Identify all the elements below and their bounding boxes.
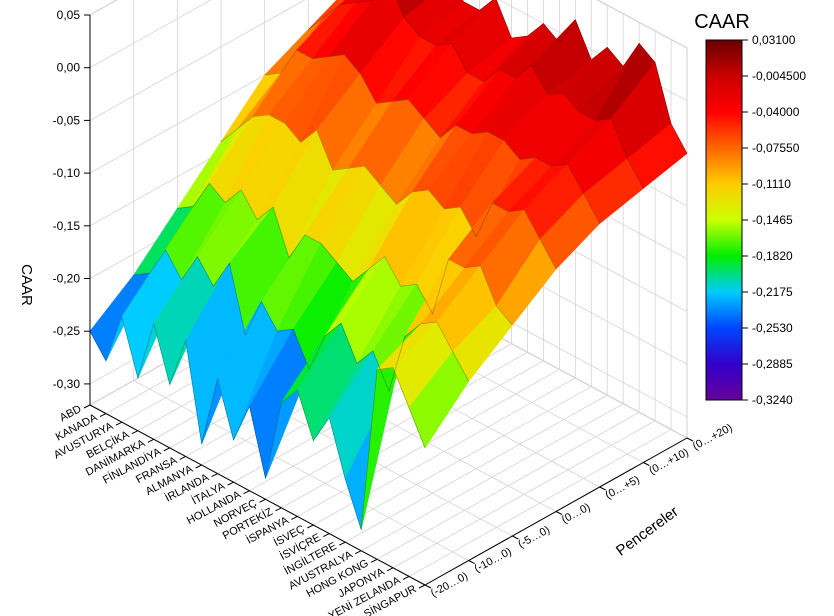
z-tick-label: -0,15 [53,219,81,233]
colorbar-tick-label: -0,2885 [752,357,793,371]
surface-patch [408,351,470,449]
surface-mesh-line [308,0,644,189]
window-tick-label: (0…+20) [691,422,735,453]
colorbar-tick-label: -0,1110 [752,177,791,191]
colorbar-title: CAAR [694,11,750,33]
colorbar-gradient [705,39,743,401]
colorbar-tick-label: -0,1465 [752,213,793,227]
surface-mesh-line [264,49,600,224]
z-tick-label: 0,05 [57,8,81,22]
colorbar-tick-label: -0,1820 [752,249,793,263]
colorbar-tick-label: -0,004500 [752,69,806,83]
colorbar-tick-label: -0,2530 [752,321,793,335]
surface-plot [89,0,688,531]
z-tick-label: -0,25 [53,324,81,338]
z-tick-label: 0,00 [57,61,81,75]
surface-mesh-line [89,315,426,530]
z-axis-title: CAAR [18,264,35,306]
colorbar-tick-label: -0,07550 [752,141,800,155]
z-tick-label: -0,30 [53,377,81,391]
colorbar-tick-label: -0,2175 [752,285,793,299]
z-tick-label: -0,10 [53,166,81,180]
colorbar-tick-label: 0,03100 [752,33,796,47]
z-tick-label: -0,20 [53,272,81,286]
surface-mesh-line [133,249,469,393]
colorbar-tick-label: -0,3240 [752,393,793,407]
surface-mesh-line [461,0,688,154]
colorbar-tick-label: -0,04000 [752,105,800,119]
surface-mesh-line [220,114,557,270]
surface-mesh-line [177,182,513,326]
z-tick-label: -0,05 [53,113,81,127]
colorbar: CAAR 0,03100 -0,004500 -0,04000 -0,07550 -0,… [694,11,806,407]
windows-axis-title: Pencereler [613,503,682,559]
